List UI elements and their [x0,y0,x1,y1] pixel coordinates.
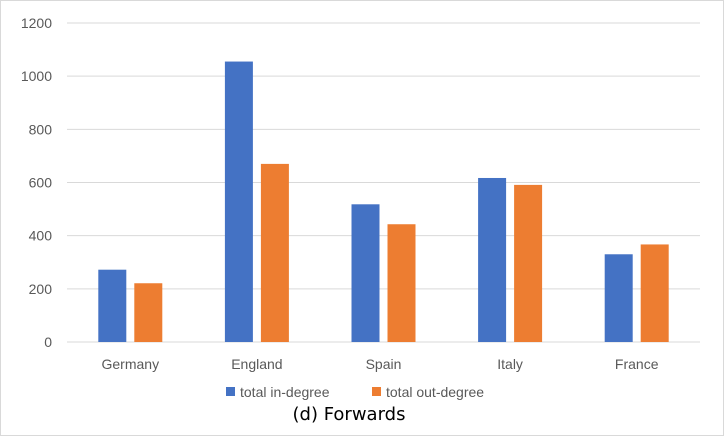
x-tick-label: England [231,356,282,372]
legend-swatch-out-degree [372,387,381,396]
figure-caption: (d) Forwards [293,404,406,425]
bar-france-out-degree [640,244,669,342]
bar-spain-in-degree [351,204,380,342]
y-tick-label: 800 [29,121,53,137]
legend-label-out-degree: total out-degree [386,384,484,400]
y-tick-label: 0 [44,334,52,350]
y-tick-label: 600 [29,175,53,191]
bars [98,61,669,342]
x-axis-ticks: Germany England Spain Italy France [102,356,659,372]
y-tick-label: 1000 [21,68,52,84]
x-tick-label: France [615,356,659,372]
bar-england-in-degree [224,61,253,342]
x-tick-label: Spain [366,356,402,372]
y-axis-ticks: 0 200 400 600 800 1000 1200 [21,15,52,350]
bar-germany-out-degree [134,283,163,342]
bar-england-out-degree [260,163,289,342]
legend-swatch-in-degree [226,387,235,396]
bar-germany-in-degree [98,269,127,342]
x-tick-label: Germany [102,356,160,372]
x-tick-label: Italy [497,356,523,372]
bar-spain-out-degree [387,224,416,342]
legend: total in-degree total out-degree [226,384,484,400]
bar-france-in-degree [604,254,633,342]
y-tick-label: 400 [29,228,53,244]
y-tick-label: 200 [29,281,53,297]
bar-italy-out-degree [514,184,543,342]
gridlines [67,22,700,343]
y-tick-label: 1200 [21,15,52,31]
bar-italy-in-degree [478,177,507,342]
legend-label-in-degree: total in-degree [240,384,330,400]
